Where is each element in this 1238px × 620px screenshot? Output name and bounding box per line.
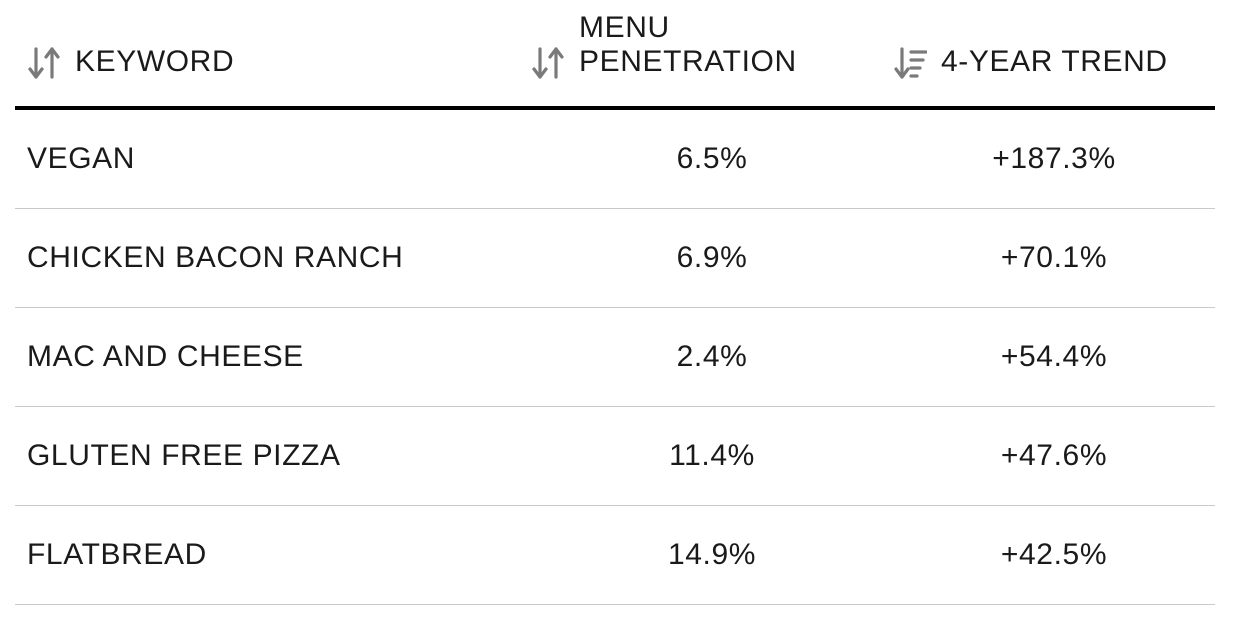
cell-keyword: VEGAN <box>15 108 531 209</box>
table-row: VEGAN 6.5% +187.3% <box>15 108 1215 209</box>
cell-keyword: MAC AND CHEESE <box>15 308 531 407</box>
cell-penetration: 6.9% <box>531 209 893 308</box>
cell-penetration: 2.4% <box>531 308 893 407</box>
table-row: MAC AND CHEESE 2.4% +54.4% <box>15 308 1215 407</box>
cell-trend: +54.4% <box>893 308 1215 407</box>
column-header-trend[interactable]: 4-YEAR TREND <box>893 10 1215 106</box>
cell-trend: +42.5% <box>893 506 1215 605</box>
column-header-keyword[interactable]: KEYWORD <box>15 10 531 106</box>
table-body: VEGAN 6.5% +187.3% CHICKEN BACON RANCH 6… <box>15 108 1215 605</box>
column-header-penetration[interactable]: MENU PENETRATION <box>531 10 893 106</box>
table-row: FLATBREAD 14.9% +42.5% <box>15 506 1215 605</box>
cell-keyword: CHICKEN BACON RANCH <box>15 209 531 308</box>
cell-keyword: FLATBREAD <box>15 506 531 605</box>
column-header-label: 4-YEAR TREND <box>941 45 1168 79</box>
table-row: CHICKEN BACON RANCH 6.9% +70.1% <box>15 209 1215 308</box>
sort-both-icon[interactable] <box>531 43 565 83</box>
cell-penetration: 11.4% <box>531 407 893 506</box>
cell-keyword: GLUTEN FREE PIZZA <box>15 407 531 506</box>
cell-trend: +47.6% <box>893 407 1215 506</box>
cell-trend: +70.1% <box>893 209 1215 308</box>
keyword-trend-table: KEYWORD MENU <box>15 10 1215 605</box>
sort-both-icon[interactable] <box>27 43 61 83</box>
cell-penetration: 14.9% <box>531 506 893 605</box>
table-row: GLUTEN FREE PIZZA 11.4% +47.6% <box>15 407 1215 506</box>
sort-desc-icon[interactable] <box>893 43 927 83</box>
table-header-row: KEYWORD MENU <box>15 10 1215 106</box>
cell-penetration: 6.5% <box>531 108 893 209</box>
column-header-label: MENU PENETRATION <box>579 11 892 79</box>
column-header-label: KEYWORD <box>75 45 234 79</box>
cell-trend: +187.3% <box>893 108 1215 209</box>
